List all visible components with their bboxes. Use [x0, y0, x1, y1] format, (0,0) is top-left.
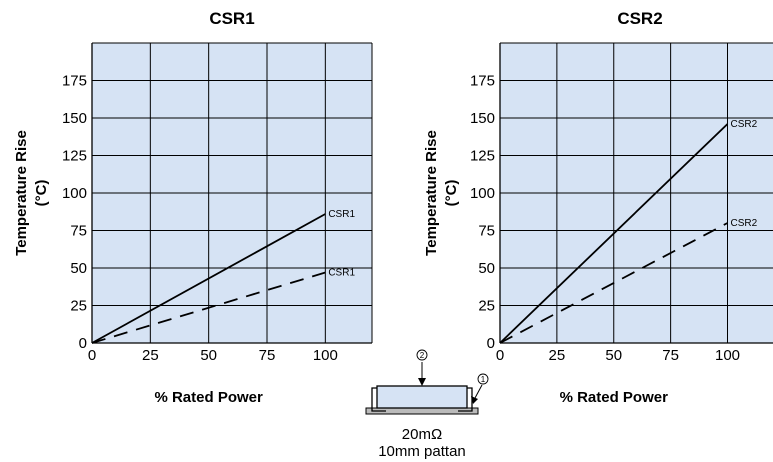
y-axis-label: Temperature Rise — [423, 130, 440, 256]
marker-arrow-1 — [474, 384, 483, 399]
y-tick-label: 150 — [470, 110, 495, 127]
series-label: CSR1 — [328, 209, 355, 220]
series-line-solid — [499, 123, 729, 344]
y-tick-label: 50 — [478, 260, 495, 277]
series-line-dashed — [91, 271, 326, 344]
x-tick-label: 75 — [662, 347, 679, 364]
y-axis-label: Temperature Rise — [13, 130, 30, 256]
marker-arrowhead-2 — [418, 378, 426, 386]
x-tick-label: 100 — [313, 347, 338, 364]
x-tick-label: 50 — [605, 347, 622, 364]
marker-arrowhead-1 — [471, 396, 478, 404]
x-tick-label: 75 — [259, 347, 276, 364]
left-terminal — [371, 387, 386, 412]
marker-circle-1 — [477, 373, 489, 385]
y-axis-unit: (°C) — [33, 180, 50, 207]
y-tick-label: 100 — [62, 185, 87, 202]
marker-circle-2 — [416, 349, 428, 361]
marker-label-2: 2 — [420, 351, 425, 360]
y-tick-label: 175 — [470, 73, 495, 90]
series-label: CSR2 — [731, 218, 758, 229]
x-tick-label: 25 — [142, 347, 159, 364]
resistor-diagram: 2 1 20mΩ 10mm pattan — [365, 349, 489, 460]
y-tick-label: 175 — [62, 73, 87, 90]
x-tick-label: 0 — [88, 347, 96, 364]
x-tick-label: 25 — [549, 347, 566, 364]
series-line-solid — [91, 213, 326, 344]
marker-label-1: 1 — [481, 375, 486, 384]
y-tick-label: 0 — [487, 335, 495, 352]
y-tick-label: 75 — [478, 223, 495, 240]
chart-panel-csr2: 0 25 50 75 100 125 150 175 0 25 50 75 100 CSR2 % Rated… — [423, 9, 773, 406]
series-line-dashed — [499, 222, 728, 344]
y-tick-label: 125 — [470, 148, 495, 165]
resistor-body — [376, 385, 468, 409]
chart-title: CSR1 — [209, 9, 254, 28]
y-tick-label: 75 — [70, 223, 87, 240]
series-label: CSR1 — [328, 268, 355, 279]
chart-title: CSR2 — [617, 9, 662, 28]
y-tick-label: 125 — [62, 148, 87, 165]
y-tick-label: 50 — [70, 260, 87, 277]
y-tick-label: 100 — [470, 185, 495, 202]
y-tick-label: 150 — [62, 110, 87, 127]
resistance-label: 20mΩ — [402, 426, 442, 443]
y-tick-label: 25 — [70, 298, 87, 315]
pattern-label: 10mm pattan — [378, 443, 466, 460]
x-axis-label: % Rated Power — [560, 389, 669, 406]
x-tick-label: 0 — [496, 347, 504, 364]
y-axis-unit: (°C) — [443, 180, 460, 207]
y-tick-label: 0 — [79, 335, 87, 352]
x-axis-label: % Rated Power — [154, 389, 263, 406]
x-tick-label: 100 — [715, 347, 740, 364]
y-tick-label: 25 — [478, 298, 495, 315]
chart-panel-csr1: 0 25 50 75 100 125 150 175 0 25 50 75 100 CSR1 % Rated… — [13, 9, 373, 406]
series-label: CSR2 — [731, 119, 758, 130]
x-tick-label: 50 — [200, 347, 217, 364]
